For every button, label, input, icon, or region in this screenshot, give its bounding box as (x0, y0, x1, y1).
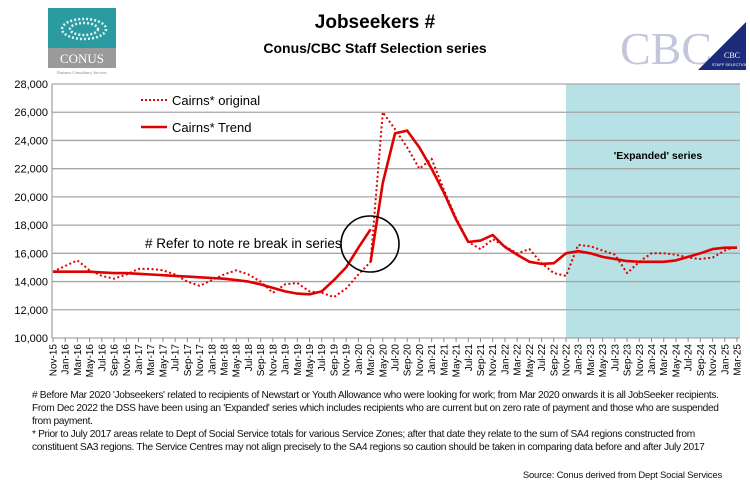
x-tick-label: Jan-17 (134, 344, 145, 375)
y-tick-label: 12,000 (14, 305, 48, 317)
source-note: Source: Conus derived from Dept Social S… (522, 470, 722, 481)
x-tick-label: Jul-16 (97, 344, 108, 372)
series-group (52, 111, 738, 299)
x-tick-label: Jan-18 (207, 344, 218, 375)
x-tick-label: Jul-24 (684, 344, 695, 372)
x-tick-label: Jul-21 (464, 344, 475, 372)
y-tick-label: 10,000 (14, 333, 48, 345)
x-tick-label: May-22 (525, 344, 536, 378)
gridlines (51, 83, 740, 339)
x-tick-label: Mar-18 (220, 344, 231, 376)
y-tick-label: 24,000 (14, 135, 48, 147)
line-chart: 10,000 12,000 14,000 16,000 18,000 20,000 22,0… (14, 79, 744, 377)
x-tick-label: May-23 (598, 344, 609, 378)
x-tick-label: Mar-24 (659, 344, 670, 376)
svg-text:Business Consultancy Services: Business Consultancy Services (57, 70, 107, 75)
x-tick-label: May-19 (305, 344, 316, 378)
legend-label-trend: Cairns* Trend (172, 120, 251, 135)
x-tick-label: Mar-20 (366, 344, 377, 376)
conus-logo: CONUS Business Consultancy Services (48, 8, 116, 76)
x-tick-label: Jan-23 (574, 344, 585, 375)
x-tick-label: Sep-18 (256, 344, 267, 377)
x-tick-label: Jul-17 (171, 344, 182, 372)
x-tick-label: Mar-21 (439, 344, 450, 376)
x-tick-label: Sep-20 (403, 344, 414, 377)
x-tick-label: Mar-16 (73, 344, 84, 376)
x-tick-label: Mar-19 (293, 344, 304, 376)
x-tick-label: Sep-19 (329, 344, 340, 377)
series-line-original (52, 111, 738, 299)
break-circle (340, 215, 400, 273)
x-tick-label: Jan-25 (720, 344, 731, 375)
x-tick-label: Jan-16 (61, 344, 72, 375)
expanded-series-label: 'Expanded' series (614, 150, 703, 162)
x-tick-label: Jul-19 (317, 344, 328, 372)
break-note: # Refer to note re break in series (145, 236, 342, 251)
x-axis-ticks: Nov-15 Jan-16 Mar-16 May-16 Jul-16 Sep-16 Nov-… (49, 338, 744, 377)
x-tick-label: Sep-16 (110, 344, 121, 377)
x-tick-label: Jul-22 (537, 344, 548, 372)
svg-text:CONUS: CONUS (60, 51, 104, 66)
y-axis-ticks: 10,000 12,000 14,000 16,000 18,000 20,000 22,0… (14, 79, 48, 345)
x-tick-label: May-18 (232, 344, 243, 378)
chart-title: Jobseekers # (314, 12, 436, 33)
cbc-logo: CBC CBC STAFF SELECTION (620, 20, 748, 74)
y-tick-label: 16,000 (14, 248, 48, 260)
x-tick-label: Jul-18 (244, 344, 255, 372)
x-tick-label: Sep-24 (696, 344, 707, 377)
x-tick-label: Jan-20 (354, 344, 365, 375)
chart-subtitle: Conus/CBC Staff Selection series (263, 40, 487, 56)
svg-text:CBC: CBC (724, 51, 740, 60)
x-tick-label: Jan-21 (427, 344, 438, 375)
footnotes: # Before Mar 2020 'Jobseekers' related t… (32, 389, 732, 454)
x-tick-label: Jul-23 (610, 344, 621, 372)
x-tick-label: Sep-23 (623, 344, 634, 377)
x-tick-label: Nov-21 (488, 344, 499, 377)
series-line-trend (53, 228, 372, 296)
break-footnote: # Before Mar 2020 'Jobseekers' related t… (32, 390, 719, 427)
x-tick-label: Nov-22 (562, 344, 573, 377)
x-tick-label: May-21 (452, 344, 463, 378)
x-tick-label: Jan-19 (281, 344, 292, 375)
x-tick-label: Mar-23 (586, 344, 597, 376)
series-line-trend (369, 129, 737, 266)
x-tick-label: Nov-15 (49, 344, 60, 377)
expanded-series-band (566, 84, 740, 338)
x-tick-label: Nov-19 (342, 344, 353, 377)
x-tick-label: Nov-16 (122, 344, 133, 377)
svg-text:CBC: CBC (620, 23, 712, 70)
x-tick-label: Nov-20 (415, 344, 426, 377)
svg-text:STAFF SELECTION: STAFF SELECTION (712, 62, 746, 67)
x-tick-label: May-16 (85, 344, 96, 378)
legend: Cairns* original Cairns* Trend (141, 93, 260, 135)
x-tick-label: Nov-23 (635, 344, 646, 377)
y-tick-label: 28,000 (14, 79, 48, 91)
x-tick-label: Nov-18 (268, 344, 279, 377)
x-tick-label: May-17 (158, 344, 169, 378)
y-tick-label: 20,000 (14, 192, 48, 204)
x-tick-label: Sep-21 (476, 344, 487, 377)
y-tick-label: 14,000 (14, 277, 48, 289)
y-tick-label: 22,000 (14, 164, 48, 176)
y-tick-label: 18,000 (14, 220, 48, 232)
y-tick-label: 26,000 (14, 107, 48, 119)
x-tick-label: Jan-22 (500, 344, 511, 375)
x-tick-label: Mar-25 (733, 344, 744, 376)
x-tick-label: Nov-24 (708, 344, 719, 377)
x-tick-label: Mar-22 (513, 344, 524, 376)
x-tick-label: Sep-17 (183, 344, 194, 377)
x-tick-label: Jul-20 (391, 344, 402, 372)
x-tick-label: May-24 (671, 344, 682, 378)
x-tick-label: May-20 (378, 344, 389, 378)
region-footnote: * Prior to July 2017 areas relate to Dep… (32, 429, 705, 453)
legend-label-original: Cairns* original (172, 93, 260, 108)
x-tick-label: Mar-17 (146, 344, 157, 376)
x-tick-label: Nov-17 (195, 344, 206, 377)
x-tick-label: Jan-24 (647, 344, 658, 375)
x-tick-label: Sep-22 (549, 344, 560, 377)
